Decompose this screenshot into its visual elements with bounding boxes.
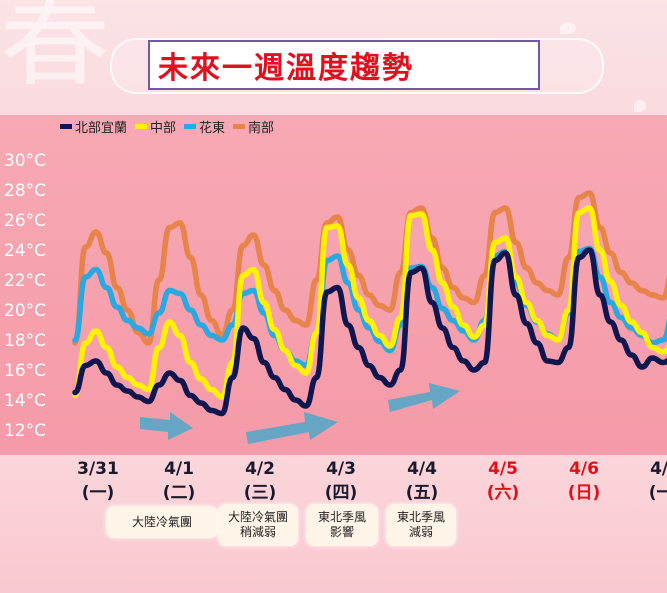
y-tick-label: 26°C: [4, 211, 46, 231]
x-date-label: 4/3: [326, 459, 356, 479]
x-weekday-label: (日): [568, 483, 601, 503]
x-weekday-label: (五): [406, 483, 439, 503]
x-date-label: 4/4: [407, 459, 437, 479]
y-tick-label: 28°C: [4, 181, 46, 201]
y-tick-label: 22°C: [4, 271, 46, 291]
x-weekday-label: (二): [163, 483, 196, 503]
y-tick-label: 18°C: [4, 331, 46, 351]
plot-background: [0, 115, 667, 455]
x-date-label: 4/7: [650, 459, 667, 479]
legend-swatch: [135, 124, 147, 129]
legend-swatch: [184, 124, 196, 129]
legend-label: 南部: [248, 120, 274, 136]
legend-label: 中部: [150, 121, 176, 136]
x-weekday-label: (六): [487, 482, 520, 503]
annotation-box: 大陸冷氣團: [106, 506, 218, 538]
annotation-text: 東北季風 減弱: [396, 510, 445, 539]
y-tick-label: 20°C: [4, 301, 46, 321]
legend-label: 花東: [199, 120, 225, 136]
trend-arrow: [246, 412, 338, 444]
annotation-text: 大陸冷氣團: [131, 514, 192, 529]
legend-swatch: [233, 124, 245, 129]
x-date-label: 4/1: [164, 459, 194, 479]
x-date-label: 3/31: [77, 459, 119, 479]
x-weekday-label: (三): [244, 483, 277, 503]
y-tick-label: 12°C: [4, 421, 46, 441]
y-tick-label: 16°C: [4, 361, 46, 381]
y-tick-label: 30°C: [4, 151, 46, 171]
x-weekday-label: (一): [649, 483, 667, 503]
annotation-text: 東北季風 影響: [317, 510, 366, 539]
x-date-label: 4/5: [488, 459, 518, 479]
legend: 北部宜蘭 中部 花東 南部: [60, 120, 274, 136]
wind-arrows: [140, 383, 460, 444]
trend-arrow: [388, 383, 460, 412]
series-line-北部宜蘭: [72, 247, 667, 417]
title-box: 未來一週溫度趨勢: [148, 40, 540, 90]
x-weekday-label: (四): [325, 483, 358, 503]
spring-decor-glyph: 春: [0, 0, 110, 101]
page-title: 未來一週溫度趨勢: [158, 51, 414, 86]
annotation-text: 大陸冷氣團 稍減弱: [227, 510, 288, 539]
x-date-label: 4/2: [245, 459, 275, 479]
legend-swatch: [60, 124, 72, 129]
series-lines: [72, 190, 667, 417]
petal-decor: [634, 100, 646, 112]
y-tick-label: 24°C: [4, 241, 46, 261]
petal-decor: [560, 22, 576, 34]
y-axis: 12°C 14°C 16°C 18°C 20°C 22°C 24°C 26°C 28°C 30°C: [4, 151, 46, 441]
x-date-label: 4/6: [569, 459, 599, 479]
x-weekday-label: (一): [82, 483, 115, 503]
x-axis: 3/31 (一) 4/1 (二) 4/2 (三) 4/3 (四) 4/4 (五) 4/5 (六) 4/6…: [77, 459, 667, 503]
series-line-中部: [72, 205, 667, 400]
y-tick-label: 14°C: [4, 391, 46, 411]
annotation-box: 東北季風 減弱: [386, 504, 456, 546]
legend-label: 北部宜蘭: [75, 120, 127, 136]
annotation-box: 大陸冷氣團 稍減弱: [218, 504, 298, 546]
annotation-box: 東北季風 影響: [306, 504, 378, 546]
trend-arrow: [140, 412, 193, 440]
